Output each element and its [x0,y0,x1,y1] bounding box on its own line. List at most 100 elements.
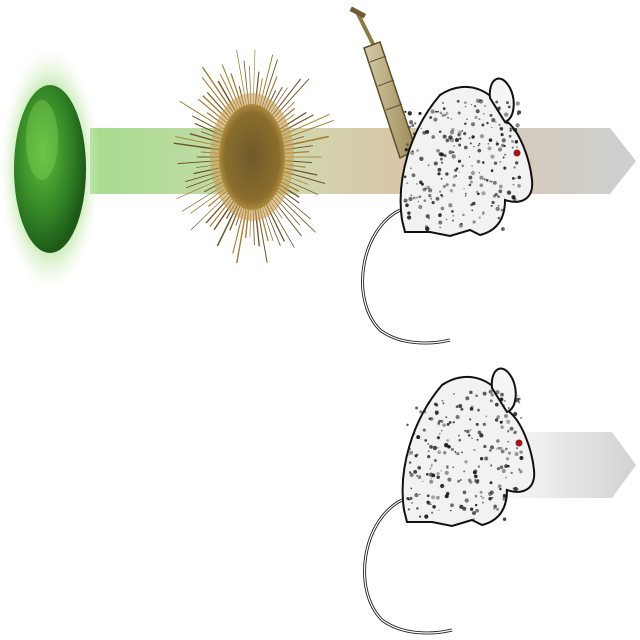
fur-stipple [408,196,413,202]
fur-stipple [430,197,433,200]
fur-stipple [514,140,519,144]
fur-stipple [508,134,512,138]
fur-stipple [511,195,516,200]
fur-stipple [475,190,479,194]
fur-stipple [474,115,478,119]
fur-stipple [439,111,443,115]
fur-stipple [486,121,489,125]
fur-stipple [457,111,461,115]
fur-stipple [446,492,450,496]
fur-stipple [470,170,476,176]
fur-stipple [514,177,517,180]
fur-stipple [419,493,421,496]
fur-stipple [467,478,472,482]
fur-stipple [471,437,473,440]
fur-stipple [458,223,464,228]
fur-stipple [483,113,485,115]
fur-stipple [464,122,467,125]
fur-stipple [496,439,500,443]
fur-stipple [499,127,504,131]
fur-stipple [510,114,513,118]
fur-stipple [473,145,475,148]
fur-stipple [516,401,518,403]
fur-stipple [516,447,518,449]
fur-stipple [438,152,443,157]
fur-stipple [460,407,464,411]
fur-stipple [451,154,456,159]
fur-stipple [496,467,500,471]
fur-stipple [451,210,454,213]
fur-stipple [501,138,506,143]
fur-stipple [445,416,448,419]
fur-stipple [414,122,417,125]
fur-stipple [515,146,519,149]
fur-stipple [407,453,410,456]
fur-stipple [463,145,468,150]
fur-stipple [488,138,493,142]
green-cell-icon [0,47,100,291]
fur-stipple [479,433,484,438]
fur-stipple [416,507,419,510]
fur-stipple [419,156,424,161]
fur-stipple [515,123,520,128]
fur-stipple [430,477,432,479]
fur-stipple [464,498,469,503]
fur-stipple [504,112,509,117]
fur-stipple [454,451,457,454]
fur-stipple [423,199,427,203]
fur-stipple [414,454,418,457]
fur-stipple [452,219,454,222]
fur-stipple [517,175,522,180]
fur-stipple [418,111,422,115]
fur-stipple [512,487,515,490]
fur-stipple [470,203,474,207]
fur-stipple [500,425,504,429]
fur-stipple [497,147,503,152]
fur-stipple [440,419,444,423]
fur-stipple [436,471,440,476]
fur-stipple [442,184,446,189]
fur-stipple [513,430,517,434]
fur-stipple [407,508,411,511]
fur-stipple [435,110,438,113]
fur-stipple [451,127,455,132]
fur-stipple [457,480,460,483]
fur-stipple [511,176,515,180]
fur-stipple [473,448,476,452]
fur-stipple [433,117,438,122]
fur-stipple [408,471,412,474]
fur-stipple [437,172,441,176]
fur-stipple [517,183,521,188]
fur-stipple [501,468,506,474]
fur-stipple [475,479,480,484]
fur-stipple [425,472,429,476]
fur-stipple [505,457,510,461]
fur-stipple [456,452,460,456]
fur-stipple [425,214,430,219]
fur-stipple [471,164,473,167]
fur-stipple [452,183,456,187]
fur-stipple [445,465,449,468]
fur-stipple [475,496,477,498]
fur-stipple [479,99,482,102]
fur-stipple [485,179,489,182]
fur-stipple [423,410,427,414]
fur-stipple [482,422,486,427]
fur-stipple [441,101,445,105]
fur-stipple [517,395,519,397]
fur-stipple [470,103,473,106]
fur-stipple [503,404,505,407]
fur-stipple [493,161,498,165]
fur-stipple [498,111,500,114]
fur-stipple [479,175,484,180]
fur-stipple [489,490,494,495]
fur-stipple [419,180,423,185]
fur-stipple [501,227,505,231]
fur-stipple [431,201,435,205]
fur-stipple [495,390,500,395]
fur-stipple [430,465,433,468]
fur-stipple [464,192,467,195]
fur-stipple [509,426,514,431]
fur-stipple [430,446,432,448]
fur-stipple [407,111,412,116]
